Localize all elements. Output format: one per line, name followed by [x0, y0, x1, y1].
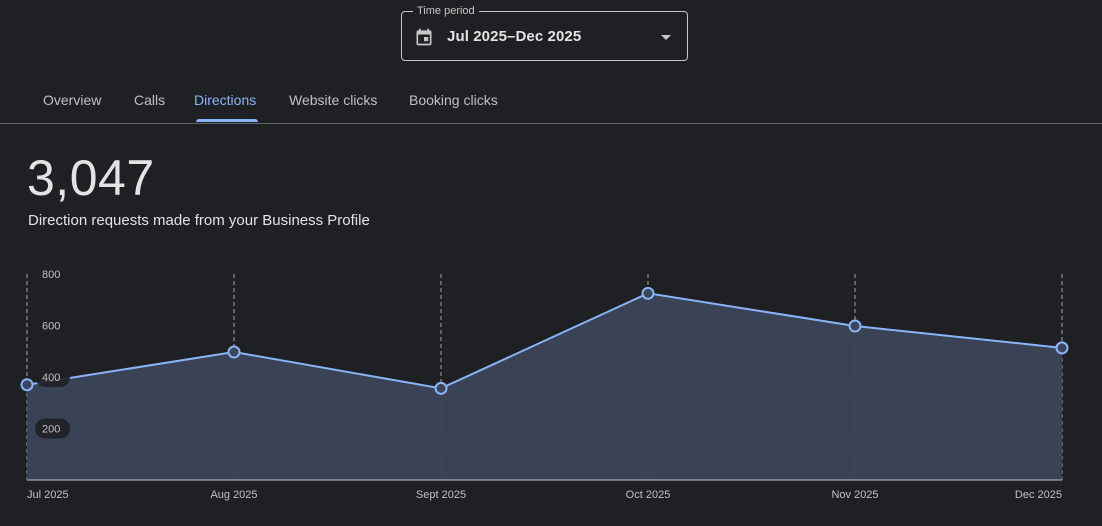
x-tick-label: Aug 2025: [210, 489, 257, 501]
data-point[interactable]: [434, 381, 448, 395]
chart-series-line: [26, 292, 1063, 390]
y-tick-label: 400: [42, 372, 60, 384]
data-point[interactable]: [20, 378, 34, 392]
tab-overview[interactable]: Overview: [43, 92, 102, 108]
calendar-icon: [416, 28, 432, 46]
chart-y-axis: 200 400 600 800: [35, 269, 70, 439]
tab-calls[interactable]: Calls: [134, 92, 166, 108]
chart-points: [20, 286, 1069, 395]
tab-booking-clicks[interactable]: Booking clicks: [409, 92, 498, 108]
time-period-selector[interactable]: Time period Jul 2025–Dec 2025: [401, 4, 688, 61]
chevron-down-icon: [661, 35, 671, 40]
x-tick-label: Oct 2025: [626, 489, 671, 501]
y-tick-label: 800: [42, 269, 60, 281]
tab-website-clicks[interactable]: Website clicks: [289, 92, 378, 108]
x-tick-label: Jul 2025: [27, 489, 69, 501]
chart-area-fill: [27, 293, 1062, 480]
metric-total: 3,047: [27, 150, 155, 206]
y-tick: 600: [42, 321, 60, 333]
time-period-label: Time period: [413, 4, 479, 18]
time-period-value: Jul 2025–Dec 2025: [447, 28, 582, 45]
x-tick-label: Nov 2025: [831, 489, 878, 501]
x-tick-label: Dec 2025: [1015, 489, 1062, 501]
chart-x-axis: Jul 2025 Aug 2025 Sept 2025 Oct 2025 Nov 202…: [27, 489, 1062, 501]
y-tick-chip: [35, 418, 70, 439]
y-tick: 800: [42, 269, 60, 281]
y-tick-label: 200: [42, 424, 60, 436]
metric-tabs: Overview Calls Directions Website clicks…: [0, 78, 1102, 124]
tab-directions[interactable]: Directions: [194, 92, 257, 108]
data-point[interactable]: [1055, 341, 1069, 355]
y-tick-label: 600: [42, 321, 60, 333]
y-tick: 400: [35, 367, 70, 387]
data-point[interactable]: [848, 319, 862, 333]
x-tick-label: Sept 2025: [416, 489, 466, 501]
metric-caption: Direction requests made from your Busine…: [28, 212, 370, 229]
data-point[interactable]: [641, 286, 655, 300]
y-tick-chip: [35, 367, 70, 387]
data-point[interactable]: [227, 345, 241, 359]
y-tick: 200: [35, 418, 70, 439]
active-tab-indicator: [196, 119, 258, 122]
